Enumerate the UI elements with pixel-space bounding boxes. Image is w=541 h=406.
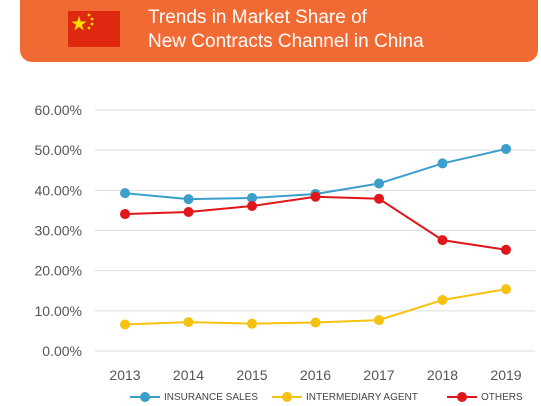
data-point: [247, 200, 257, 211]
title-line-2: New Contracts Channel in China: [148, 31, 424, 52]
x-tick-label: 2013: [109, 367, 140, 383]
legend-marker-icon: [447, 392, 477, 402]
data-point: [501, 244, 511, 255]
x-tick-label: 2014: [173, 367, 204, 383]
chart-title: Trends in Market Share of New Contracts …: [148, 6, 424, 54]
data-point: [501, 284, 511, 295]
legend-item: INTERMEDIARY AGENT: [272, 390, 418, 404]
y-tick-label: 60.00%: [35, 102, 82, 118]
data-point: [437, 158, 448, 169]
data-point: [183, 194, 194, 205]
title-line-1: Trends in Market Share of: [148, 7, 367, 28]
series-line: [124, 195, 507, 251]
data-point: [374, 315, 384, 326]
data-point: [120, 209, 130, 220]
y-tick-label: 10.00%: [35, 303, 82, 319]
data-point: [437, 235, 448, 246]
legend-item: OTHERS: [447, 390, 523, 404]
legend-item: INSURANCE SALES: [130, 390, 258, 404]
data-point: [183, 207, 194, 218]
x-tick-label: 2018: [427, 367, 458, 383]
data-point: [437, 294, 448, 305]
data-point: [310, 317, 321, 328]
data-point: [120, 319, 130, 330]
data-point: [247, 318, 257, 329]
data-point: [374, 178, 384, 189]
data-point: [501, 143, 511, 154]
y-tick-label: 40.00%: [35, 182, 82, 198]
x-tick-label: 2019: [490, 367, 521, 383]
legend-label: INTERMEDIARY AGENT: [306, 391, 418, 403]
china-flag-icon: [68, 11, 120, 47]
legend: INSURANCE SALES INTERMEDIARY AGENT OTHERS: [0, 386, 541, 406]
legend-label: INSURANCE SALES: [164, 391, 258, 403]
x-tick-label: 2015: [236, 367, 267, 383]
y-tick-label: 20.00%: [35, 263, 82, 279]
y-tick-label: 50.00%: [35, 142, 82, 158]
legend-label: OTHERS: [481, 391, 523, 403]
y-tick-label: 0.00%: [42, 343, 82, 359]
x-tick-label: 2016: [300, 367, 331, 383]
y-tick-label: 30.00%: [35, 223, 82, 239]
data-point: [120, 188, 130, 199]
data-point: [247, 192, 257, 203]
title-banner: Trends in Market Share of New Contracts …: [20, 0, 538, 62]
data-point: [310, 191, 321, 202]
legend-marker-icon: [272, 392, 302, 402]
data-point: [374, 193, 384, 204]
data-point: [183, 317, 194, 328]
line-chart: 0.00% 10.00% 20.00% 30.00% 40.00% 50.00% 60.00…: [35, 102, 535, 383]
legend-marker-icon: [130, 392, 160, 402]
x-tick-label: 2017: [363, 367, 394, 383]
